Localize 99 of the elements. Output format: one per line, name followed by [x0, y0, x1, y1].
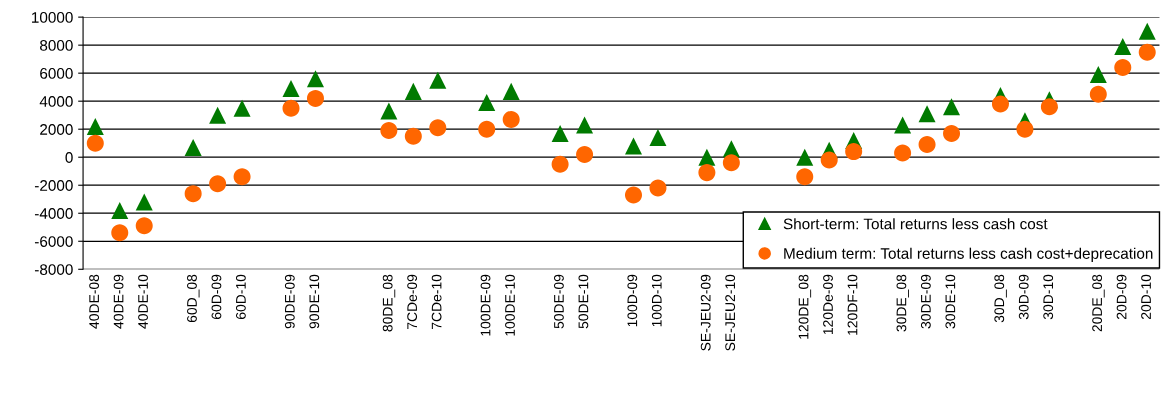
point: [894, 116, 912, 134]
x-tick-label: 100D-10: [651, 274, 662, 327]
x-tick-label: 60D-09: [211, 274, 222, 319]
point: [625, 137, 643, 155]
point: [1114, 59, 1132, 77]
point: [233, 168, 251, 186]
x-tick-label: 30D_08: [994, 274, 1007, 323]
x-tick-label: SE-JEU2-09: [700, 274, 711, 351]
point: [649, 179, 667, 197]
point: [86, 117, 104, 135]
y-tick-label: -2000: [34, 180, 73, 191]
point: [845, 143, 863, 161]
x-tick-label: 7CDe-09: [407, 274, 418, 330]
point: [943, 124, 961, 142]
point: [111, 224, 129, 242]
y-tick-label: 6000: [40, 68, 73, 79]
point: [380, 122, 398, 140]
point: [918, 136, 936, 154]
x-tick-label: 90DE-09: [284, 274, 295, 329]
y-tick-label: -6000: [34, 236, 73, 247]
x-tick-label: 90DE-10: [309, 274, 320, 329]
point: [576, 145, 594, 163]
x-tick-label: 120DE_08: [798, 274, 812, 339]
point: [86, 134, 104, 152]
point: [306, 70, 324, 88]
point: [551, 124, 569, 142]
point: [502, 110, 520, 128]
x-tick-label: 30DE_08: [896, 274, 909, 332]
legend-label: Medium term: Total returns less cash cost+deprecation: [784, 247, 1153, 262]
y-tick-label: 10000: [32, 12, 73, 23]
point: [209, 106, 227, 124]
point: [698, 164, 716, 182]
x-tick-label: 20D-09: [1116, 274, 1127, 319]
point: [306, 89, 324, 107]
x-tick-label: 120De-09: [823, 274, 833, 335]
point: [1138, 43, 1156, 61]
point: [429, 119, 447, 137]
x-tick-label: 30DE-10: [945, 274, 956, 329]
point: [943, 98, 961, 116]
y-tick-label: -8000: [34, 264, 73, 275]
point: [991, 95, 1009, 113]
x-tick-label: 100D-09: [627, 274, 638, 327]
point: [502, 82, 520, 100]
point: [404, 127, 422, 145]
point: [209, 175, 227, 193]
point: [478, 120, 496, 138]
point: [111, 201, 129, 219]
y-tick-label: 4000: [39, 96, 73, 107]
point: [1089, 85, 1107, 103]
point: [135, 217, 153, 235]
x-tick-label: 100DE-10: [505, 274, 515, 336]
point: [233, 99, 251, 117]
point: [698, 148, 716, 166]
point: [135, 193, 153, 211]
point: [820, 151, 838, 169]
x-tick-label: 7CDe-10: [431, 274, 442, 330]
point: [380, 102, 398, 120]
legend-label: Short-term: Total returns less cash cost: [783, 218, 1048, 230]
point: [184, 138, 202, 156]
point: [796, 148, 814, 166]
x-tick-label: SE-JEU2-10: [725, 274, 736, 351]
x-tick-label: 40DE-09: [113, 274, 124, 329]
point: [1016, 120, 1034, 138]
point: [282, 99, 300, 117]
point: [796, 168, 814, 186]
y-tick-label: -4000: [34, 208, 73, 219]
point: [722, 154, 740, 172]
x-tick-label: 30D-09: [1018, 274, 1029, 320]
x-tick-label: 40DE-08: [89, 274, 100, 329]
x-tick-label: 30D-10: [1043, 274, 1054, 320]
point: [1138, 22, 1156, 40]
x-tick-label: 20D-10: [1141, 274, 1151, 319]
x-tick-label: 120DF-10: [847, 274, 858, 335]
point: [1040, 98, 1058, 116]
x-tick-label: 50DE-09: [554, 274, 564, 329]
x-tick-label: 40DE-10: [138, 274, 148, 329]
y-tick-label: 8000: [40, 40, 73, 51]
x-tick-label: 100DE-09: [480, 274, 491, 336]
x-tick-label: 30DE-09: [920, 274, 931, 329]
point: [576, 116, 594, 134]
point: [894, 144, 912, 162]
point: [551, 155, 569, 173]
point: [429, 71, 447, 89]
point: [918, 105, 936, 123]
point: [625, 186, 643, 204]
x-tick-label: 60D-10: [235, 274, 246, 319]
x-tick-label: 60D_08: [187, 274, 200, 323]
point: [649, 129, 667, 147]
y-tick-label: 2000: [40, 124, 73, 135]
x-tick-label: 50DE-10: [578, 274, 589, 329]
point: [404, 82, 422, 100]
point: [478, 94, 496, 112]
point: [184, 185, 202, 203]
x-tick-label: 80DE_08: [382, 274, 396, 332]
x-tick-label: 20DE_08: [1092, 274, 1105, 332]
point: [1114, 38, 1132, 56]
y-tick-label: 0: [65, 152, 73, 163]
point: [1089, 66, 1107, 84]
point: [282, 80, 300, 98]
